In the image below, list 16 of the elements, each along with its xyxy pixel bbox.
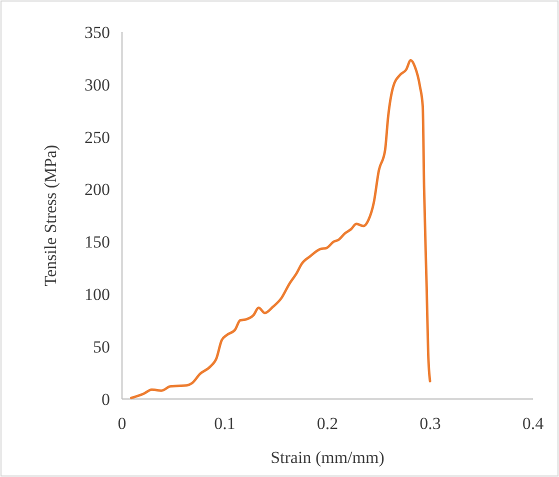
y-tick-label: 50: [93, 338, 110, 357]
x-axis-title: Strain (mm/mm): [270, 448, 384, 467]
y-tick-label: 150: [84, 232, 110, 252]
x-tick-label: 0.4: [522, 414, 544, 433]
y-tick-label: 350: [84, 22, 110, 42]
x-tick-label: 0.2: [316, 414, 338, 433]
y-tick-label: 200: [84, 180, 110, 200]
x-tick-label: 0: [118, 414, 126, 433]
y-tick-label: 100: [84, 285, 110, 304]
x-tick-label: 0.1: [214, 414, 236, 433]
x-tick-label: 0.3: [420, 414, 441, 433]
y-tick-label: 250: [84, 128, 110, 147]
y-tick-label: 0: [102, 390, 110, 409]
y-tick-label: 300: [84, 75, 110, 94]
y-axis-title: Tensile Stress (MPa): [41, 144, 60, 286]
line-series: [130, 59, 432, 400]
